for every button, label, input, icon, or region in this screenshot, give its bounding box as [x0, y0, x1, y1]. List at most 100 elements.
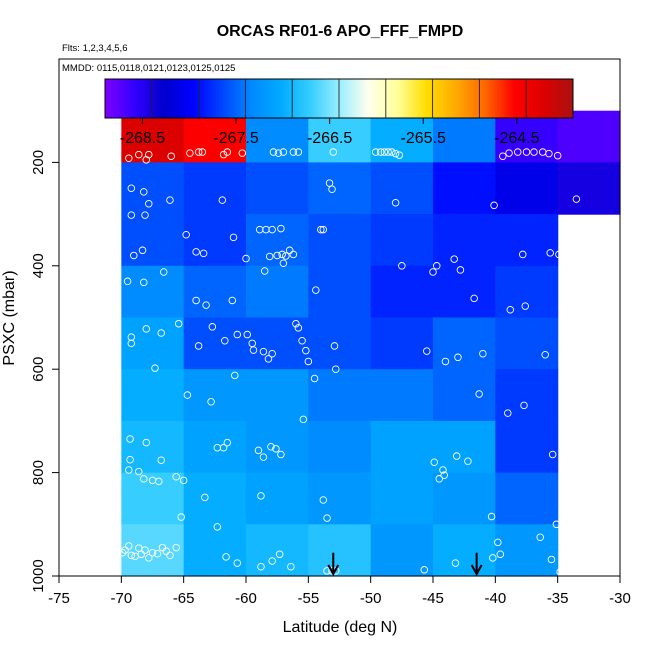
y-tick-label: 800 [30, 460, 47, 485]
sample-point [274, 149, 283, 157]
sample-point [219, 150, 228, 159]
sample-point [556, 568, 564, 576]
sample-point [398, 262, 406, 270]
sample-point [172, 543, 180, 552]
heatmap-cell [183, 472, 247, 525]
sample-point [145, 150, 153, 159]
sample-point [183, 391, 192, 399]
sample-point [201, 493, 209, 502]
heatmap-cell [308, 524, 372, 577]
sample-point [186, 149, 194, 157]
sample-point [439, 466, 447, 474]
sample-point [451, 559, 460, 567]
heatmap-cell [495, 472, 559, 525]
colorbar-tick-label: -265.5 [401, 130, 446, 147]
sample-point [329, 148, 338, 156]
sample-point [233, 559, 242, 567]
sample-point [259, 453, 268, 461]
heatmap-cell [308, 265, 372, 319]
colorbar-separators [151, 79, 527, 118]
heatmap-cell [183, 524, 247, 577]
sample-point [157, 329, 165, 337]
sample-point [259, 347, 268, 356]
sample-point [319, 496, 328, 504]
sample-point [292, 319, 300, 328]
flights-note: Flts: 1,2,3,4,5,6 [62, 43, 127, 54]
x-tick-label: -45 [422, 590, 444, 607]
sample-point [521, 302, 530, 310]
sample-point [135, 467, 143, 476]
heatmap-cell [495, 317, 559, 370]
sample-point [530, 148, 538, 156]
sample-point [153, 550, 162, 558]
sample-point [420, 566, 429, 574]
sample-point [395, 151, 404, 159]
sample-point [148, 548, 157, 557]
sample-point [142, 325, 151, 333]
sample-point [126, 455, 134, 464]
heatmap-cell [246, 472, 309, 525]
sample-point [130, 251, 138, 260]
sample-point [223, 438, 232, 447]
sample-point [157, 456, 165, 464]
heatmap-cell [370, 317, 434, 370]
sample-point [470, 294, 478, 303]
sample-point [140, 278, 148, 287]
sample-point [541, 350, 549, 359]
heatmap-cell [308, 214, 372, 267]
sample-point [514, 148, 522, 156]
heatmap-cell [495, 524, 559, 577]
sample-point [572, 195, 581, 203]
sample-point [325, 179, 334, 187]
y-tick-label: 600 [30, 357, 47, 382]
sample-point [456, 266, 465, 274]
x-tick-label: -75 [48, 590, 70, 607]
sample-point [546, 249, 554, 257]
sample-point [218, 196, 227, 204]
sample-point [279, 259, 288, 267]
sample-point [302, 346, 310, 355]
sample-point [162, 547, 170, 555]
sample-point [167, 152, 175, 160]
sample-point [429, 268, 437, 276]
sample-point [219, 444, 228, 452]
sample-point [388, 148, 396, 156]
arrow-head [470, 564, 483, 577]
sample-point [268, 349, 276, 358]
sample-point [475, 390, 483, 398]
heatmap-cell [433, 110, 496, 163]
sample-point [125, 154, 133, 163]
heatmap-cell [121, 162, 185, 215]
sample-point [177, 513, 185, 521]
heatmap-cell [433, 420, 496, 474]
sample-point [222, 553, 230, 561]
heatmap-cell [557, 110, 621, 163]
heatmap-cell [246, 265, 309, 319]
heatmap-cells [121, 110, 621, 577]
heatmap-cell [183, 317, 247, 370]
heatmap-cell [308, 110, 372, 163]
sample-point [332, 365, 340, 373]
sample-point [371, 148, 380, 156]
x-tick-label: -30 [609, 590, 631, 607]
sample-point [141, 211, 149, 219]
sample-point [260, 267, 269, 275]
sample-point [166, 196, 174, 204]
heatmap-cell [433, 369, 496, 422]
x-tick-label: -65 [173, 590, 195, 607]
sample-point [199, 249, 208, 258]
sample-point [490, 201, 498, 210]
sample-point [228, 296, 237, 305]
sample-point [267, 443, 275, 451]
chart-title: ORCAS RF01-6 APO_FFF_FMPD [217, 23, 464, 40]
sample-point [118, 548, 127, 557]
y-tick-label: 1000 [30, 559, 47, 592]
sample-point [198, 148, 207, 156]
sample-point [229, 233, 238, 242]
heatmap-cell [121, 524, 185, 577]
sample-point [277, 224, 285, 233]
sample-point [487, 512, 496, 521]
sample-point [265, 252, 274, 261]
sample-point [192, 296, 200, 305]
